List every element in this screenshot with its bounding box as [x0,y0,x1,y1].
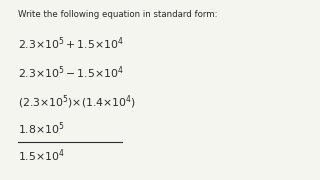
Text: $\mathregular{2.3{\times}10^5 + 1.5{\times}10^4}$: $\mathregular{2.3{\times}10^5 + 1.5{\tim… [18,36,123,52]
Text: $\mathregular{1.8{\times}10^5}$: $\mathregular{1.8{\times}10^5}$ [18,120,64,137]
Text: Write the following equation in standard form:: Write the following equation in standard… [18,10,217,19]
Text: $\mathregular{1.5{\times}10^4}$: $\mathregular{1.5{\times}10^4}$ [18,147,64,164]
Text: $\mathregular{2.3{\times}10^5 - 1.5{\times}10^4}$: $\mathregular{2.3{\times}10^5 - 1.5{\tim… [18,65,123,81]
Text: $\mathregular{(2.3{\times}10^5){\times}(1.4{\times}10^4)}$: $\mathregular{(2.3{\times}10^5){\times}(… [18,93,136,111]
